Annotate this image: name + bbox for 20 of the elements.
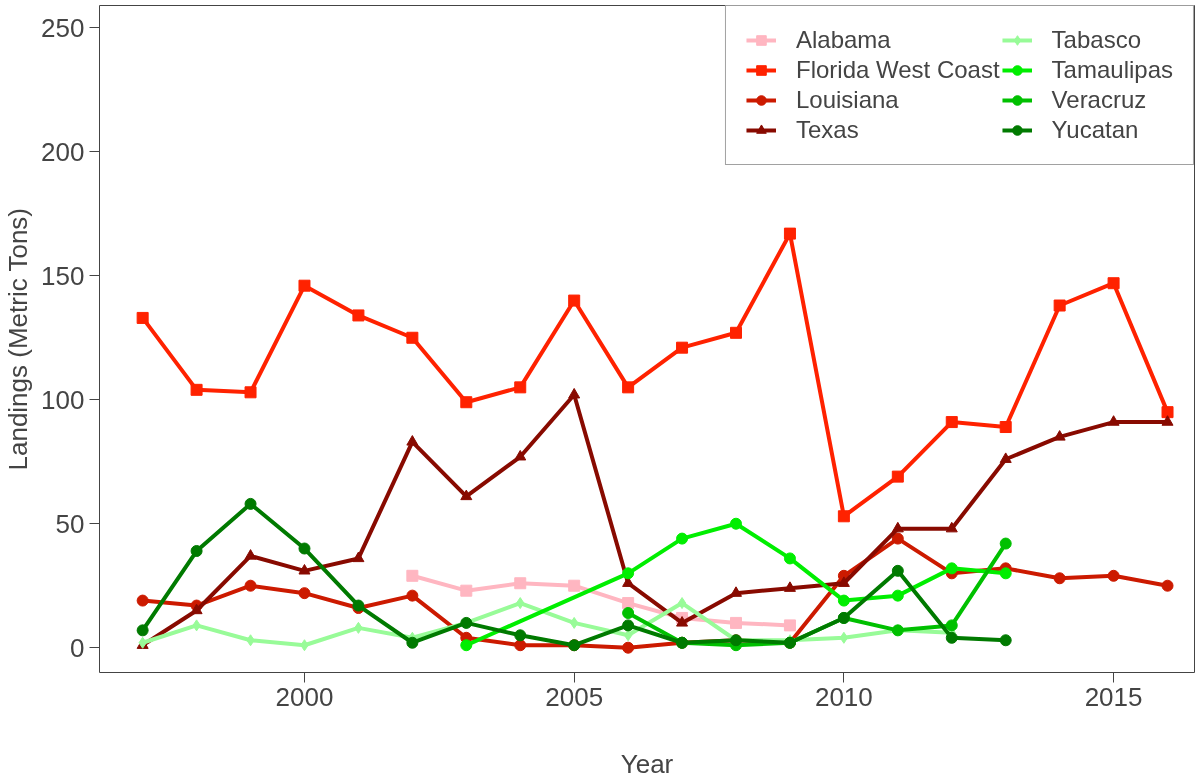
legend-label: Tamaulipas xyxy=(1051,56,1173,84)
y-tick-label: 50 xyxy=(55,508,85,539)
legend-label: Yucatan xyxy=(1051,116,1139,144)
x-axis-title: Year xyxy=(620,748,674,779)
legend-label: Florida West Coast xyxy=(795,56,1000,84)
legend-label: Veracruz xyxy=(1051,86,1147,114)
legend-label: Texas xyxy=(795,116,859,144)
y-tick-label: 150 xyxy=(41,260,85,291)
legend-label: Alabama xyxy=(795,26,891,54)
x-tick-label: 2000 xyxy=(275,681,334,712)
x-tick-label: 2010 xyxy=(814,681,873,712)
y-axis-title: Landings (Metric Tons) xyxy=(3,207,34,471)
legend-label: Tabasco xyxy=(1051,26,1141,54)
y-tick-label: 200 xyxy=(41,136,85,167)
y-tick-label: 100 xyxy=(41,384,85,415)
legend-label: Louisiana xyxy=(795,86,899,114)
y-tick-label: 0 xyxy=(70,632,85,663)
x-tick-label: 2005 xyxy=(545,681,604,712)
x-tick-label: 2015 xyxy=(1084,681,1143,712)
y-tick-label: 250 xyxy=(41,12,85,43)
